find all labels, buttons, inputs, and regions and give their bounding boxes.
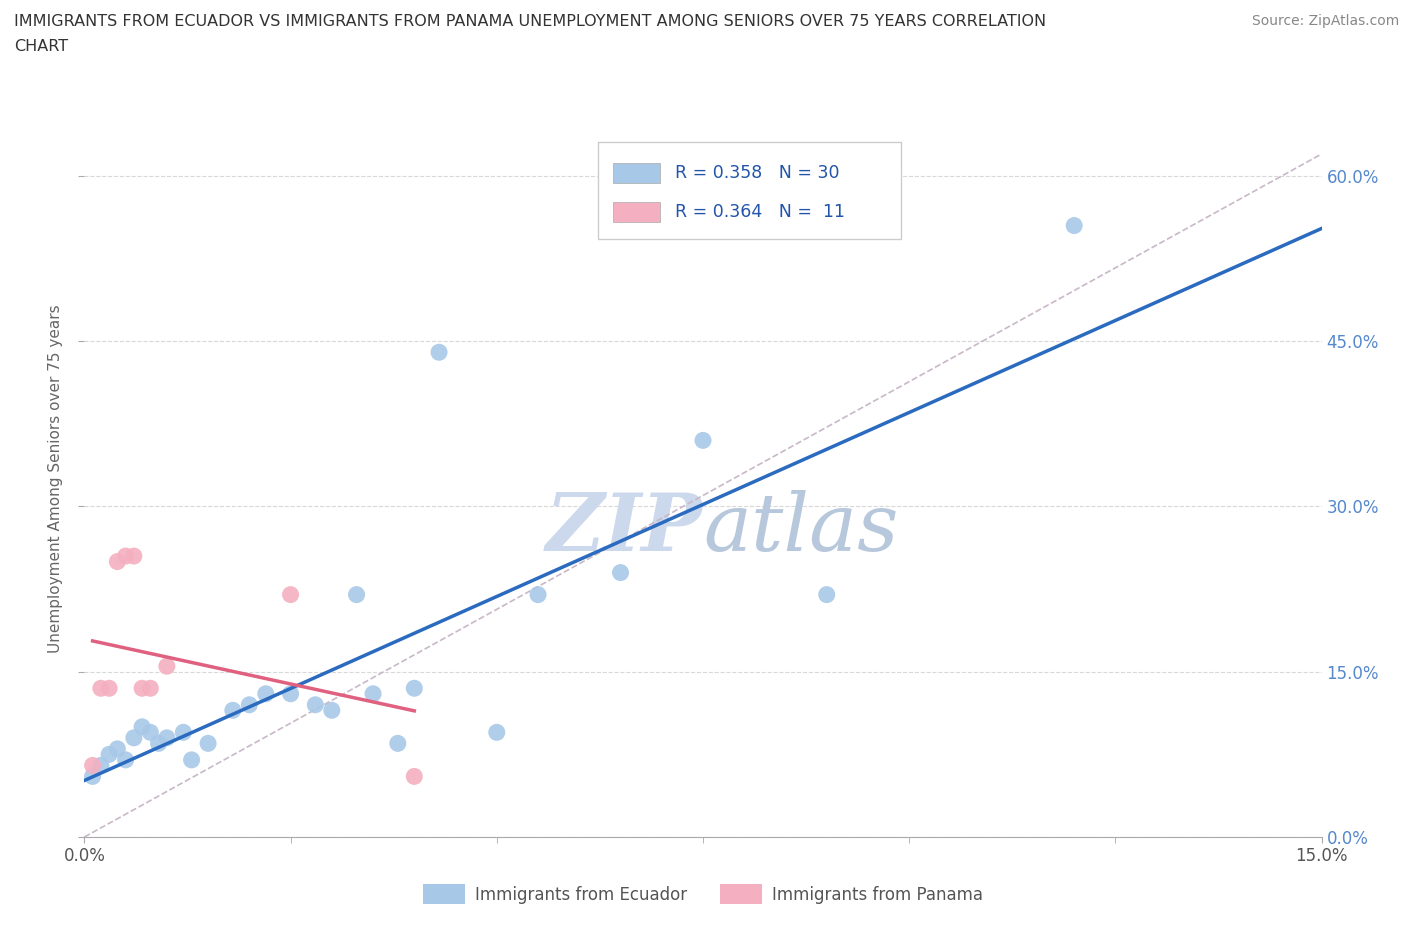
Point [280,587,302,602]
Text: Source: ZipAtlas.com: Source: ZipAtlas.com [1251,14,1399,28]
Point [172,724,194,739]
Point [114,549,136,564]
Point [609,565,631,580]
Point [280,686,302,701]
Point [387,736,409,751]
Point [1063,219,1085,233]
Point [82,758,104,773]
Point [404,681,426,696]
Point [815,587,838,602]
Point [527,587,550,602]
Text: R = 0.364   N =  11: R = 0.364 N = 11 [675,203,845,221]
Point [114,752,136,767]
Text: ZIP: ZIP [546,490,703,568]
Y-axis label: Unemployment Among Seniors over 75 years: Unemployment Among Seniors over 75 years [48,305,63,653]
Text: IMMIGRANTS FROM ECUADOR VS IMMIGRANTS FROM PANAMA UNEMPLOYMENT AMONG SENIORS OVE: IMMIGRANTS FROM ECUADOR VS IMMIGRANTS FR… [14,14,1046,29]
Point [98,747,121,762]
FancyBboxPatch shape [613,164,659,183]
Point [304,698,326,712]
Point [404,769,426,784]
Point [131,681,153,696]
Text: atlas: atlas [703,490,898,568]
Point [139,724,162,739]
Point [427,345,450,360]
Point [98,681,121,696]
Point [139,681,162,696]
FancyBboxPatch shape [598,142,901,239]
Point [254,686,277,701]
Point [90,758,112,773]
Point [122,730,145,745]
Point [321,703,343,718]
Point [156,658,179,673]
FancyBboxPatch shape [613,202,659,222]
Point [485,724,508,739]
Point [122,549,145,564]
Point [131,720,153,735]
Point [105,741,128,756]
Point [82,769,104,784]
Point [692,433,714,448]
Legend: Immigrants from Ecuador, Immigrants from Panama: Immigrants from Ecuador, Immigrants from… [416,877,990,911]
Point [156,730,179,745]
Point [197,736,219,751]
Point [105,554,128,569]
Point [238,698,260,712]
Point [90,681,112,696]
Point [148,736,170,751]
Point [222,703,245,718]
Text: R = 0.358   N = 30: R = 0.358 N = 30 [675,165,839,182]
Point [346,587,368,602]
Text: CHART: CHART [14,39,67,54]
Point [180,752,202,767]
Point [361,686,384,701]
